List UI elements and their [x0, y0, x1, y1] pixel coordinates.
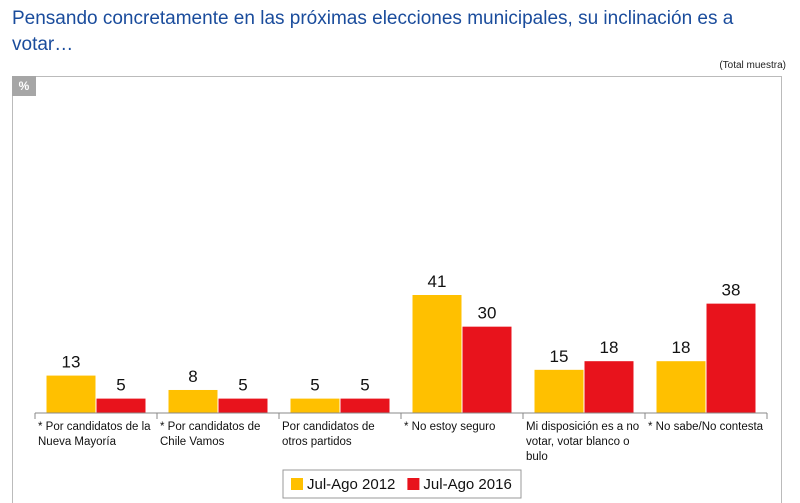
value-label: 41 — [428, 272, 447, 291]
value-label: 18 — [672, 338, 691, 357]
category-label: Por candidatos de otros partidos — [282, 421, 375, 448]
unit-label: % — [12, 76, 36, 96]
value-label: 38 — [722, 281, 741, 300]
value-label: 5 — [116, 376, 125, 395]
legend-box — [282, 469, 522, 499]
category-label: * No sabe/No contesta — [648, 421, 764, 433]
value-label: 8 — [188, 367, 197, 386]
chart-title: Pensando concretamente en las próximas e… — [12, 8, 734, 55]
value-label: 30 — [478, 304, 497, 323]
legend-label: Jul-Ago 2016 — [423, 476, 511, 493]
bar — [656, 361, 706, 413]
legend-swatch — [407, 478, 420, 490]
category-label: Mi disposición es a no votar, votar blan… — [526, 421, 640, 463]
bar — [96, 398, 146, 413]
value-label: 5 — [238, 376, 247, 395]
value-label: 5 — [360, 376, 369, 395]
category-label: * Por candidatos de Chile Vamos — [160, 421, 261, 448]
value-label: 15 — [550, 347, 569, 366]
category-label: * Por candidatos de la Nueva Mayoría — [38, 421, 151, 448]
legend-label: Jul-Ago 2012 — [307, 476, 395, 493]
bar — [462, 326, 512, 413]
category-label: * No estoy seguro — [404, 421, 496, 433]
bar — [290, 398, 340, 413]
bar — [340, 398, 390, 413]
bar — [584, 361, 634, 413]
bar — [168, 389, 218, 413]
plot-frame — [12, 76, 782, 503]
bar — [218, 398, 268, 413]
subtitle: (Total muestra) — [719, 60, 786, 71]
value-label: 18 — [600, 338, 619, 357]
bar — [534, 369, 584, 413]
value-label: 5 — [310, 376, 319, 395]
bar — [412, 295, 462, 413]
bar — [706, 303, 756, 413]
bar — [46, 375, 96, 413]
legend-swatch — [291, 478, 303, 490]
value-label: 13 — [62, 353, 81, 372]
